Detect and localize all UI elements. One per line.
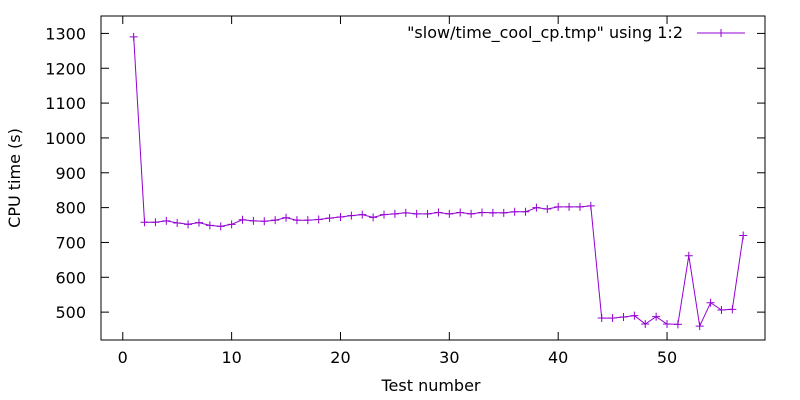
x-tick-label: 0 <box>118 348 128 367</box>
data-point <box>434 208 443 217</box>
x-tick-label: 20 <box>330 348 350 367</box>
data-point <box>238 215 247 224</box>
y-tick-label: 1200 <box>45 59 86 78</box>
data-point <box>608 314 617 323</box>
data-point <box>575 202 584 211</box>
data-point <box>652 312 661 321</box>
data-point <box>216 222 225 231</box>
data-point <box>663 319 672 328</box>
data-point <box>314 215 323 224</box>
data-point <box>227 220 236 229</box>
data-point <box>292 216 301 225</box>
data-point <box>260 217 269 226</box>
data-point <box>532 203 541 212</box>
data-point <box>499 208 508 217</box>
data-point <box>390 209 399 218</box>
y-tick-label: 500 <box>55 303 86 322</box>
data-point <box>205 221 214 230</box>
x-tick-label: 50 <box>657 348 677 367</box>
y-axis-title: CPU time (s) <box>5 128 24 228</box>
y-tick-label: 900 <box>55 164 86 183</box>
data-point <box>184 220 193 229</box>
legend: "slow/time_cool_cp.tmp" using 1:2 <box>407 23 745 43</box>
data-point <box>597 314 606 323</box>
data-point <box>684 251 693 260</box>
data-point <box>739 231 748 240</box>
x-tick-label: 10 <box>221 348 241 367</box>
data-point <box>347 211 356 220</box>
legend-marker <box>717 29 725 37</box>
data-point <box>129 32 138 41</box>
data-point <box>717 306 726 315</box>
data-point <box>271 216 280 225</box>
data-point <box>151 218 160 227</box>
data-point <box>510 207 519 216</box>
y-tick-label: 1100 <box>45 94 86 113</box>
y-axis-ticks: 500 600 700 800 900 1000 1100 1200 1300 <box>45 24 765 322</box>
data-point <box>554 202 563 211</box>
data-point <box>467 209 476 218</box>
data-point <box>543 205 552 214</box>
data-point <box>423 209 432 218</box>
data-point <box>162 216 171 225</box>
data-point <box>173 218 182 227</box>
data-point <box>369 213 378 222</box>
data-point <box>488 208 497 217</box>
data-point <box>521 207 530 216</box>
data-point <box>358 210 367 219</box>
x-tick-label: 30 <box>439 348 459 367</box>
data-point <box>303 216 312 225</box>
y-tick-label: 1000 <box>45 129 86 148</box>
data-point <box>325 214 334 223</box>
data-point <box>380 210 389 219</box>
data-point <box>477 208 486 217</box>
x-axis-ticks: 0 10 20 30 40 50 <box>118 16 677 367</box>
series-layer <box>129 32 748 331</box>
data-point <box>140 218 149 227</box>
data-point <box>586 201 595 210</box>
data-point <box>401 208 410 217</box>
data-point <box>630 311 639 320</box>
data-point <box>695 322 704 331</box>
y-tick-label: 800 <box>55 199 86 218</box>
data-point <box>728 305 737 314</box>
x-tick-label: 40 <box>548 348 568 367</box>
y-tick-label: 1300 <box>45 24 86 43</box>
x-axis-title: Test number <box>380 376 480 395</box>
data-point <box>336 213 345 222</box>
data-point <box>445 209 454 218</box>
data-point <box>282 213 291 222</box>
data-point <box>673 320 682 329</box>
data-point <box>194 218 203 227</box>
legend-label: "slow/time_cool_cp.tmp" using 1:2 <box>407 23 683 43</box>
data-point <box>619 313 628 322</box>
plot-frame <box>100 15 766 341</box>
data-point <box>249 216 258 225</box>
data-point <box>565 202 574 211</box>
data-point <box>706 298 715 307</box>
y-tick-label: 600 <box>55 268 86 287</box>
data-point <box>412 209 421 218</box>
data-point <box>456 208 465 217</box>
y-tick-label: 700 <box>55 233 86 252</box>
series-line <box>133 36 744 328</box>
data-point <box>641 319 650 328</box>
